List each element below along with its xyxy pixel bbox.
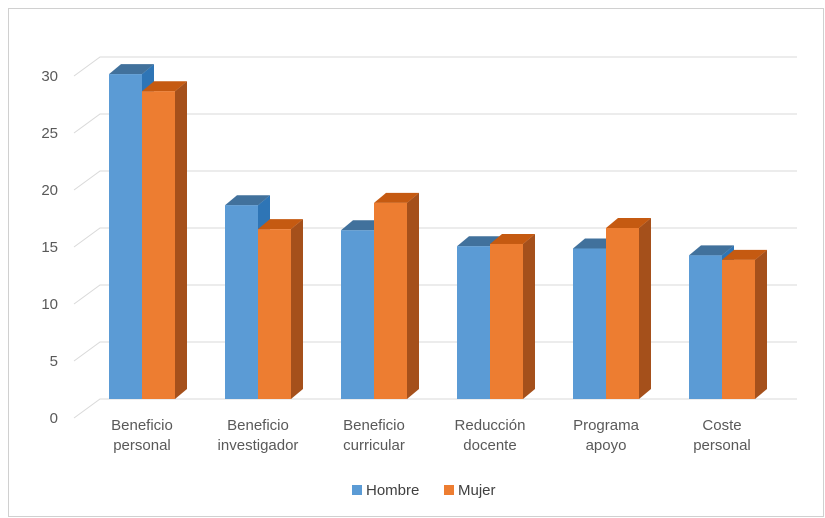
bar-front (341, 230, 374, 399)
category-label-line: Coste (702, 417, 741, 434)
bar-mujer (722, 250, 767, 399)
bar-front (225, 205, 258, 399)
y-tick-label: 0 (50, 410, 58, 427)
category-label: Beneficio personal (111, 417, 173, 454)
bar-mujer (606, 218, 651, 399)
legend-swatch (444, 485, 454, 495)
gridline (74, 57, 797, 76)
category-label-line: Beneficio (343, 417, 405, 434)
bar-side (175, 81, 187, 399)
bar-side (523, 234, 535, 399)
y-tick-label: 5 (50, 353, 58, 370)
y-tick-label: 20 (41, 182, 58, 199)
bar-side (755, 250, 767, 399)
category-label: Programa apoyo (573, 417, 640, 454)
category-label-line: personal (113, 437, 171, 454)
category-label-line: Programa (573, 417, 640, 434)
category-label: Coste personal (693, 417, 751, 454)
category-label: Beneficio investigador (218, 417, 299, 454)
legend: Hombre Mujer (352, 482, 496, 499)
y-axis-ticks: 0 5 10 15 20 25 30 (41, 68, 58, 427)
category-label-line: Reducción (455, 417, 526, 434)
bar-front (258, 229, 291, 399)
category-label-line: apoyo (586, 437, 627, 454)
bar-side (639, 218, 651, 399)
category-label-line: investigador (218, 437, 299, 454)
bar-front (689, 255, 722, 399)
bar-side (407, 193, 419, 399)
y-tick-label: 30 (41, 68, 58, 85)
category-label-line: docente (463, 437, 516, 454)
bar-front (109, 74, 142, 399)
gridline (74, 399, 797, 418)
bar-front (722, 260, 755, 399)
y-tick-label: 10 (41, 296, 58, 313)
bar-front (457, 246, 490, 399)
bar-front (374, 203, 407, 399)
category-label-line: Beneficio (227, 417, 289, 434)
bar-mujer (374, 193, 419, 399)
category-label-line: Beneficio (111, 417, 173, 434)
legend-label: Mujer (458, 482, 496, 499)
bar-mujer (258, 219, 303, 399)
y-tick-label: 15 (41, 239, 58, 256)
legend-swatch (352, 485, 362, 495)
bar-front (573, 249, 606, 399)
bar-mujer (490, 234, 535, 399)
y-tick-label: 25 (41, 125, 58, 142)
category-label-line: curricular (343, 437, 405, 454)
bar-front (606, 228, 639, 399)
category-label: Beneficio curricular (343, 417, 405, 454)
legend-label: Hombre (366, 482, 419, 499)
bar-front (142, 91, 175, 399)
bar-side (291, 219, 303, 399)
bar-mujer (142, 81, 187, 399)
bar-front (490, 244, 523, 399)
category-label: Reducción docente (455, 417, 526, 454)
category-label-line: personal (693, 437, 751, 454)
